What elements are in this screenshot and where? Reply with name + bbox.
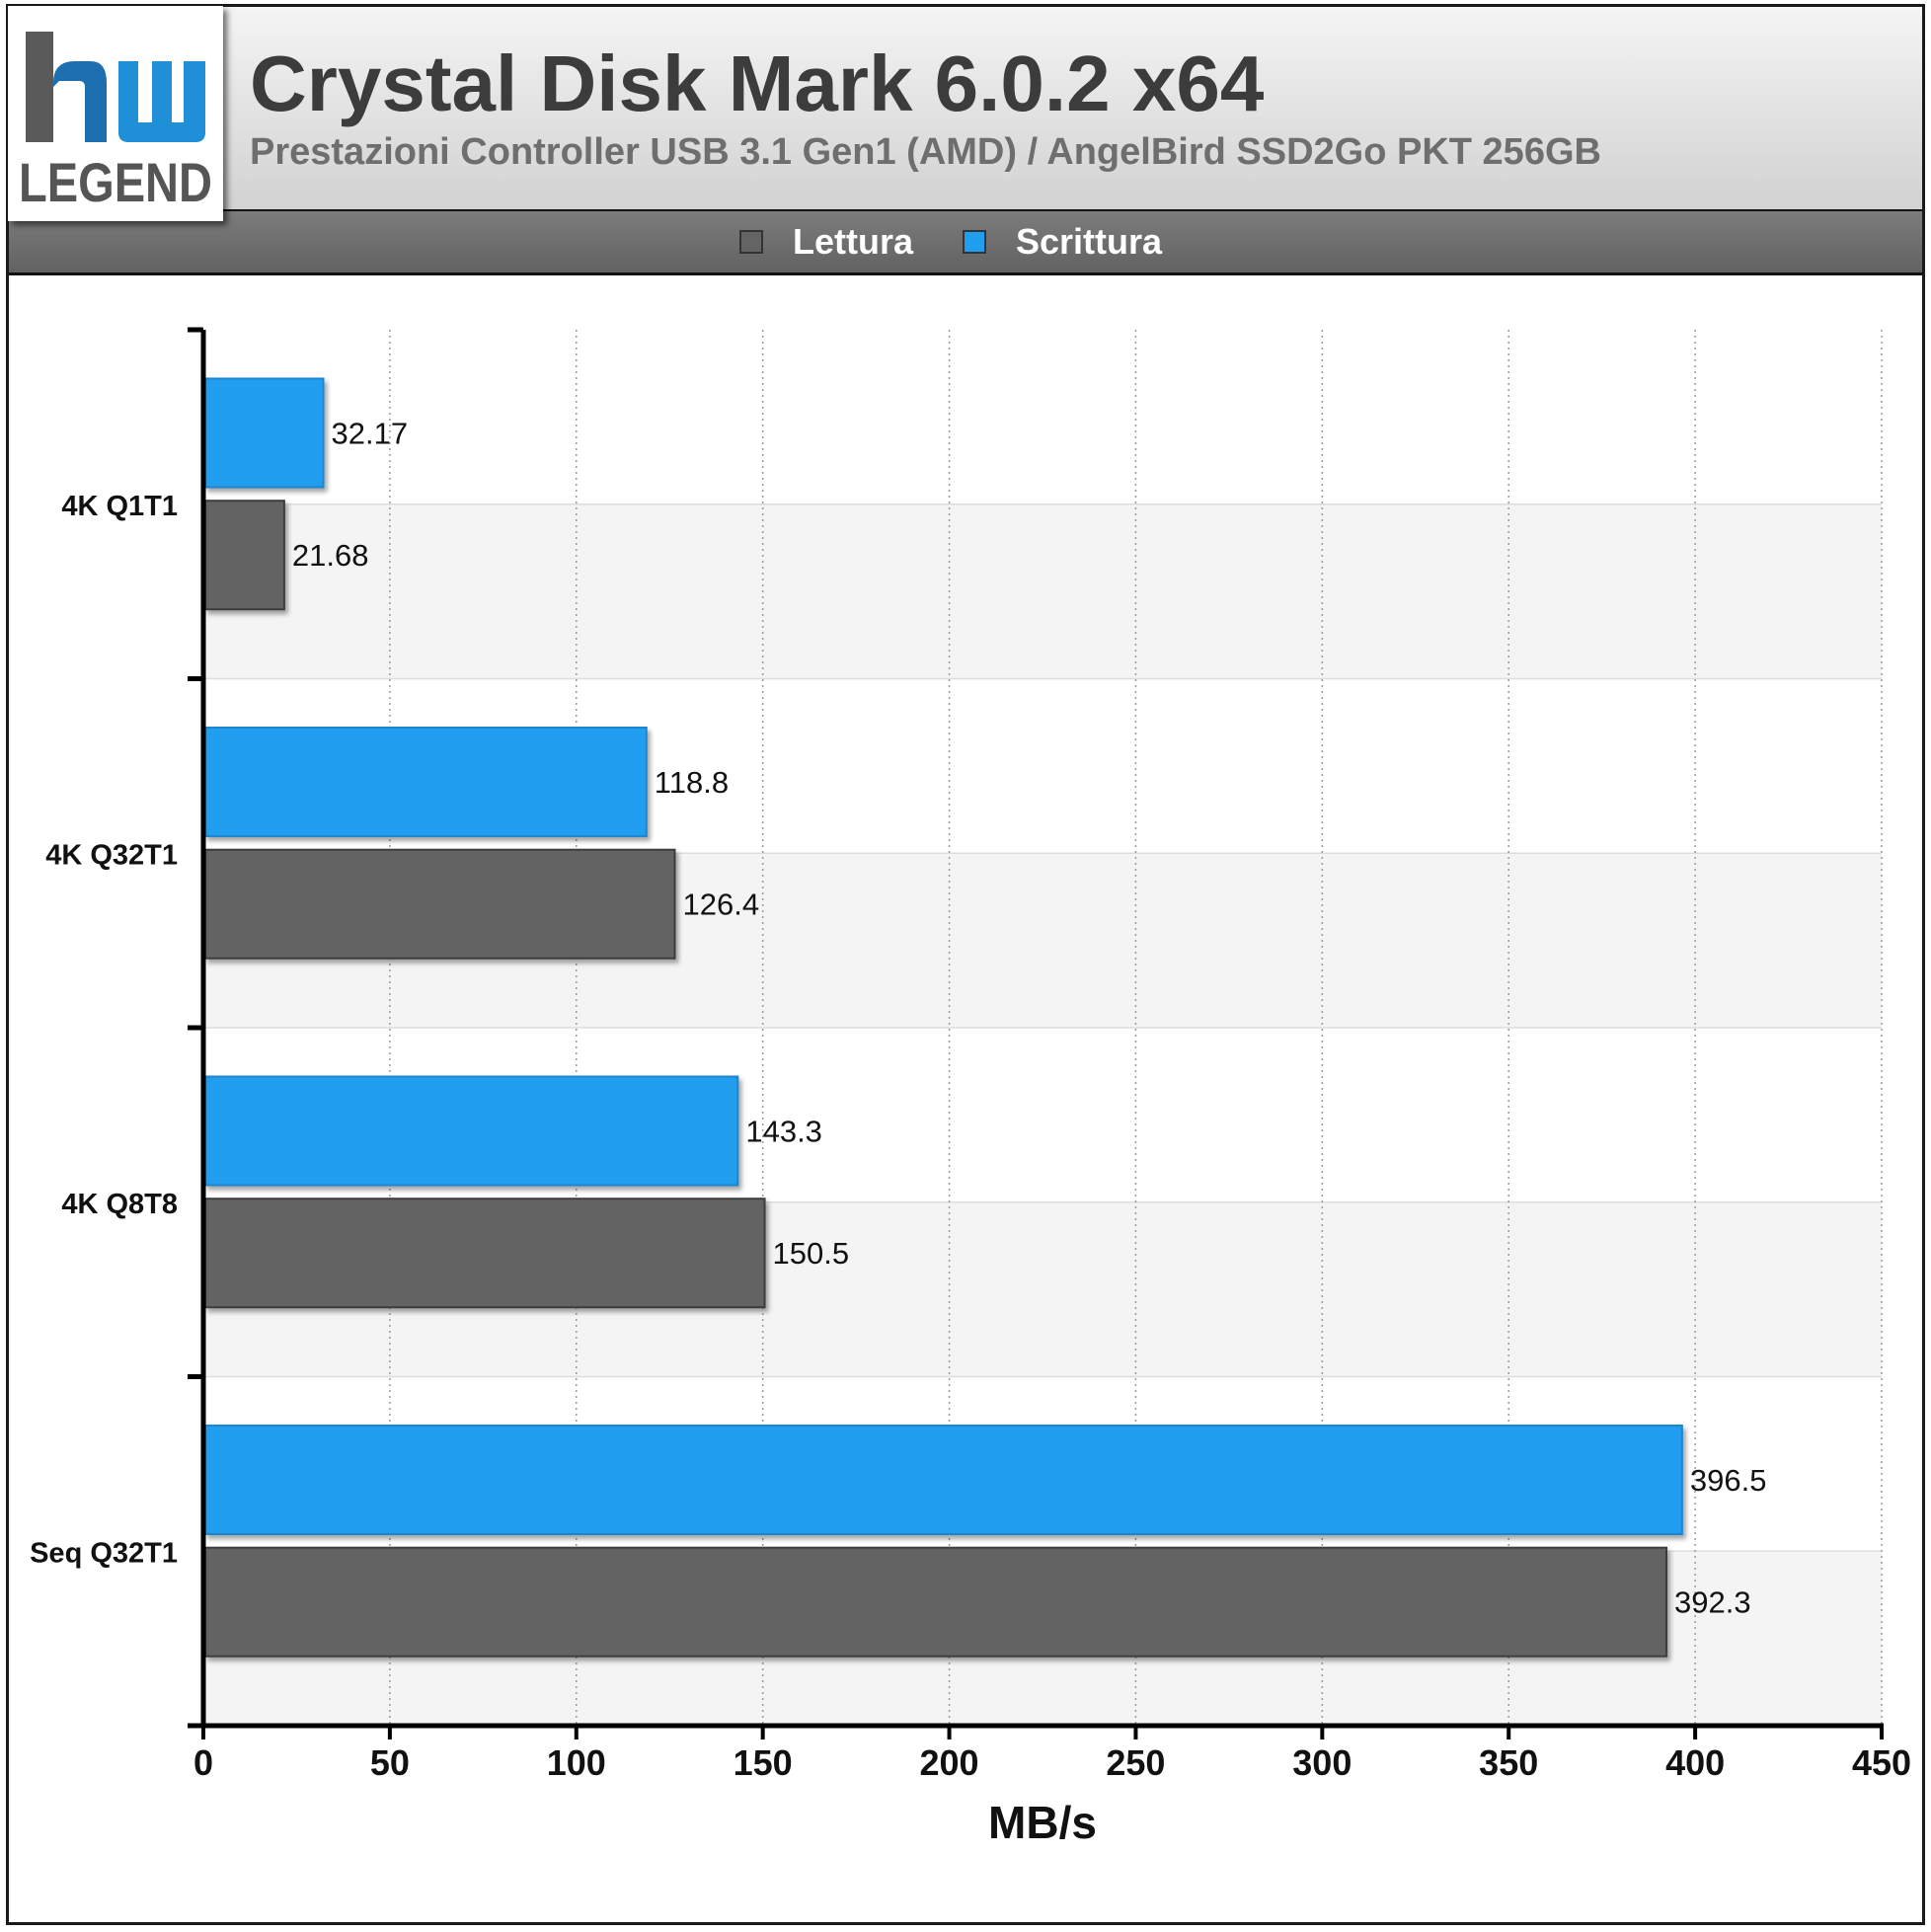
data-label-lettura: 150.5 bbox=[773, 1236, 850, 1271]
hwlegend-logo: LEGEND bbox=[8, 6, 223, 221]
logo-graphic: LEGEND bbox=[19, 32, 212, 213]
category-label: 4K Q1T1 bbox=[61, 491, 178, 522]
data-label-scrittura: 118.8 bbox=[655, 765, 729, 800]
row-band bbox=[203, 503, 1882, 679]
chart-subtitle: Prestazioni Controller USB 3.1 Gen1 (AMD… bbox=[250, 131, 1601, 173]
legend-swatch-lettura bbox=[738, 230, 763, 254]
x-tick-label: 450 bbox=[1852, 1742, 1911, 1783]
data-label-scrittura: 396.5 bbox=[1690, 1463, 1767, 1498]
x-tick-label: 400 bbox=[1665, 1742, 1725, 1783]
legend-label-lettura: Lettura bbox=[792, 221, 913, 262]
svg-text:LEGEND: LEGEND bbox=[19, 151, 212, 213]
bar-scrittura bbox=[204, 1075, 739, 1187]
x-tick-label: 0 bbox=[193, 1742, 213, 1783]
category-label: 4K Q8T8 bbox=[61, 1189, 178, 1220]
x-tick-label: 200 bbox=[920, 1742, 979, 1783]
x-tick-label: 250 bbox=[1106, 1742, 1165, 1783]
bar-lettura bbox=[204, 848, 676, 960]
x-axis-title: MB/s bbox=[988, 1797, 1097, 1848]
bar-lettura bbox=[204, 500, 285, 611]
bar-lettura bbox=[204, 1546, 1668, 1658]
bar-scrittura bbox=[204, 726, 648, 837]
x-tick-label: 150 bbox=[734, 1742, 793, 1783]
legend-label-scrittura: Scrittura bbox=[1015, 221, 1163, 262]
bar-lettura bbox=[204, 1198, 766, 1309]
legend-item-scrittura: Scrittura bbox=[962, 221, 1192, 263]
legend: Lettura Scrittura bbox=[9, 211, 1922, 275]
data-label-scrittura: 143.3 bbox=[745, 1114, 822, 1148]
x-tick-label: 100 bbox=[547, 1742, 606, 1783]
bar-scrittura bbox=[204, 1424, 1683, 1535]
category-label: Seq Q32T1 bbox=[30, 1537, 178, 1569]
bar-scrittura bbox=[204, 377, 325, 489]
data-label-lettura: 21.68 bbox=[292, 538, 369, 573]
x-tick-label: 50 bbox=[370, 1742, 410, 1783]
chart-title: Crystal Disk Mark 6.0.2 x64 bbox=[250, 39, 1265, 127]
data-label-lettura: 126.4 bbox=[683, 888, 760, 922]
legend-item-lettura: Lettura bbox=[738, 221, 943, 263]
x-tick-label: 350 bbox=[1479, 1742, 1538, 1783]
legend-swatch-scrittura bbox=[962, 230, 986, 254]
chart-header: Crystal Disk Mark 6.0.2 x64 Prestazioni … bbox=[9, 7, 1922, 211]
category-label: 4K Q32T1 bbox=[45, 839, 178, 871]
x-tick-label: 300 bbox=[1292, 1742, 1352, 1783]
data-label-lettura: 392.3 bbox=[1674, 1585, 1751, 1620]
data-label-scrittura: 32.17 bbox=[332, 416, 409, 450]
